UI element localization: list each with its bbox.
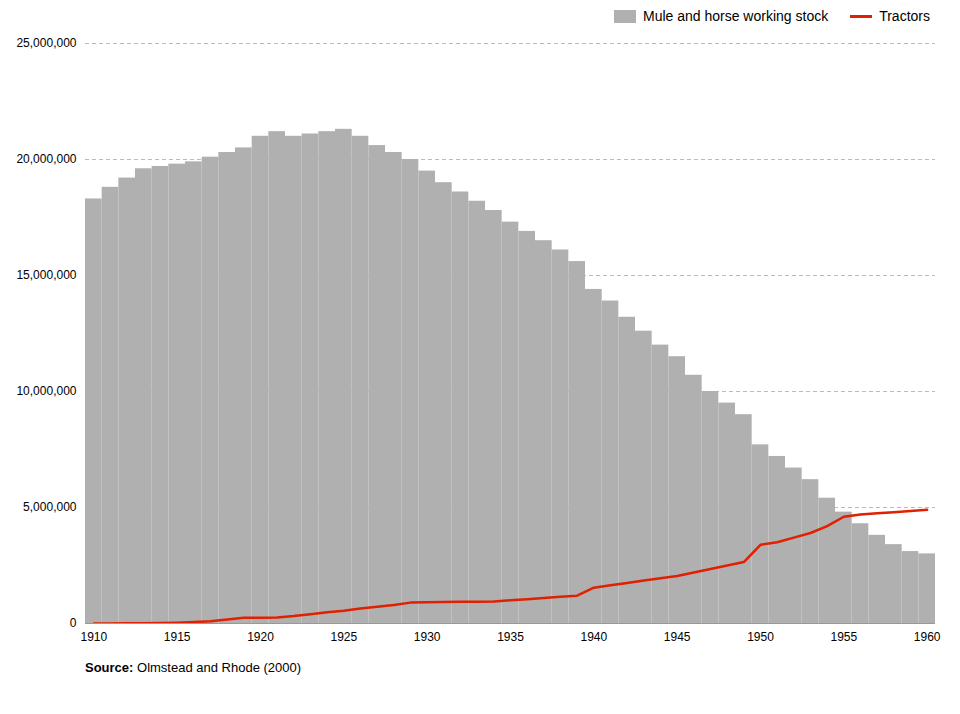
svg-text:10,000,000: 10,000,000 [16, 384, 76, 398]
svg-text:1950: 1950 [747, 630, 774, 644]
svg-text:1955: 1955 [830, 630, 857, 644]
svg-text:1945: 1945 [664, 630, 691, 644]
svg-text:1935: 1935 [497, 630, 524, 644]
svg-text:0: 0 [70, 616, 77, 630]
html-text:Mule and horse working stock: Mule and horse working stock [643, 8, 829, 24]
svg-text:15,000,000: 15,000,000 [16, 268, 76, 282]
svg-text:1910: 1910 [80, 630, 107, 644]
svg-text:1925: 1925 [330, 630, 357, 644]
html-text:Tractors: Tractors [879, 8, 930, 24]
html-text:Source: Olmstead and Rhode (20: Source: Olmstead and Rhode (2000) [85, 660, 302, 675]
svg-text:5,000,000: 5,000,000 [23, 500, 77, 514]
svg-text:1960: 1960 [914, 630, 941, 644]
svg-text:1930: 1930 [414, 630, 441, 644]
svg-text:1940: 1940 [580, 630, 607, 644]
svg-text:25,000,000: 25,000,000 [16, 36, 76, 50]
svg-text:20,000,000: 20,000,000 [16, 152, 76, 166]
svg-text:1915: 1915 [164, 630, 191, 644]
svg-text:1920: 1920 [247, 630, 274, 644]
